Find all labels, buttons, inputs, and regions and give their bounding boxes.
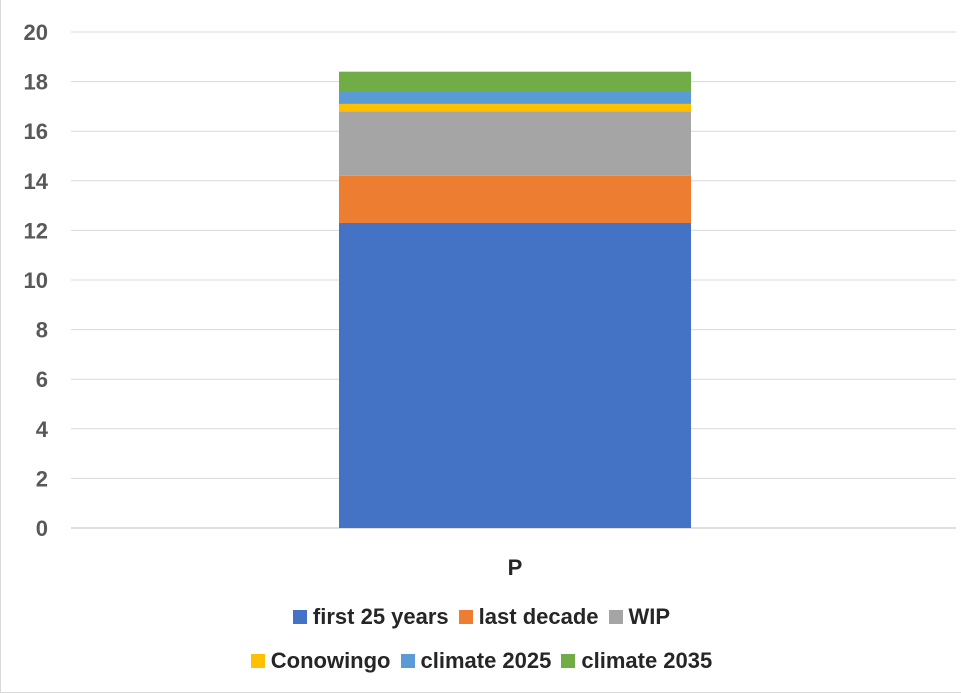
y-tick-label: 18 bbox=[24, 70, 48, 95]
legend-row-2: Conowingo climate 2025 climate 2035 bbox=[1, 648, 961, 674]
y-tick-label: 12 bbox=[24, 218, 48, 243]
legend-swatch bbox=[561, 654, 576, 668]
y-tick-label: 10 bbox=[24, 268, 48, 293]
bar-segment bbox=[339, 111, 691, 176]
legend-item: climate 2025 bbox=[400, 648, 552, 674]
legend-item: last decade bbox=[458, 604, 599, 630]
y-tick-label: 20 bbox=[24, 20, 48, 45]
legend-item: climate 2035 bbox=[561, 648, 712, 674]
y-tick-label: 14 bbox=[24, 169, 49, 194]
y-tick-label: 8 bbox=[36, 318, 48, 343]
bar-segment bbox=[339, 175, 691, 223]
bar-segment bbox=[339, 91, 691, 104]
legend-label: last decade bbox=[478, 604, 599, 629]
legend-label: WIP bbox=[628, 604, 671, 629]
legend-item: first 25 years bbox=[292, 604, 449, 630]
legend-label: Conowingo bbox=[270, 648, 391, 673]
x-axis-categories: P bbox=[508, 555, 523, 580]
y-tick-label: 0 bbox=[36, 516, 48, 541]
legend-swatch bbox=[458, 610, 473, 624]
x-category-label: P bbox=[508, 555, 523, 580]
y-tick-label: 4 bbox=[36, 417, 49, 442]
y-tick-label: 6 bbox=[36, 367, 48, 392]
legend-swatch bbox=[292, 610, 307, 624]
legend-item: Conowingo bbox=[250, 648, 391, 674]
legend-swatch bbox=[608, 610, 623, 624]
bar-stack bbox=[339, 71, 691, 528]
bar-segment bbox=[339, 71, 691, 92]
legend-label: first 25 years bbox=[312, 604, 449, 629]
y-tick-label: 2 bbox=[36, 466, 48, 491]
legend-item: WIP bbox=[608, 604, 671, 630]
y-axis-ticks: 0 2 4 6 8 10 12 14 16 18 20 bbox=[24, 20, 49, 541]
legend-label: climate 2025 bbox=[420, 648, 552, 673]
bar-segment bbox=[339, 103, 691, 112]
legend-swatch bbox=[400, 654, 415, 668]
bar-segment bbox=[339, 222, 691, 528]
legend-label: climate 2035 bbox=[581, 648, 713, 673]
y-tick-label: 16 bbox=[24, 119, 48, 144]
legend-swatch bbox=[250, 654, 265, 668]
legend-row-1: first 25 years last decade WIP bbox=[1, 604, 961, 630]
chart-plot: 0 2 4 6 8 10 12 14 16 18 20 P bbox=[24, 20, 956, 580]
